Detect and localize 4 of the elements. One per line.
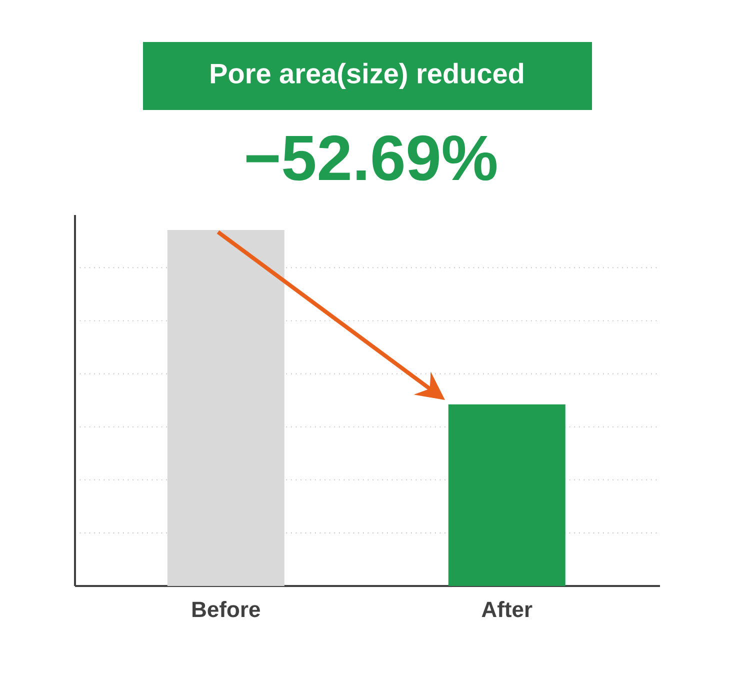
x-tick-label: After (482, 601, 532, 618)
x-tick-label: Before (192, 601, 260, 618)
chart-subtitle: −52.69% (246, 135, 496, 181)
chart-title: Pore area(size) reduced (210, 62, 524, 90)
